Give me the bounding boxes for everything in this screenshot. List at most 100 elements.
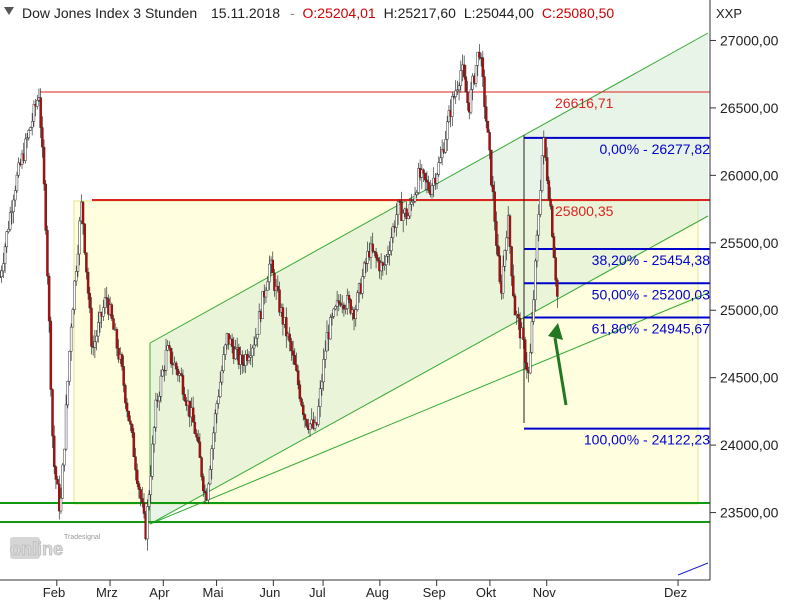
candle-body: [268, 263, 271, 283]
candle-body: [191, 407, 195, 423]
candle-body: [422, 169, 425, 174]
channel-mid-line: [149, 292, 709, 525]
candle-body: [196, 436, 200, 443]
candle-body: [401, 212, 405, 221]
fib-level-label: 61,80% - 24945,67: [592, 321, 711, 337]
candle-body: [296, 370, 300, 386]
candle-body: [132, 432, 136, 457]
x-tick-label: Sep: [423, 585, 446, 600]
candle-body: [168, 345, 171, 349]
candle-body: [0, 276, 2, 278]
candle-body: [213, 413, 217, 434]
candle-body: [202, 476, 205, 492]
candle-body: [86, 271, 90, 294]
candle-body: [93, 341, 97, 348]
candle-body: [347, 295, 351, 300]
candle-body: [218, 381, 222, 397]
candle-body: [32, 104, 36, 122]
candle-body: [342, 304, 346, 310]
candle-body: [361, 276, 364, 294]
candle-body: [124, 385, 127, 404]
candle-body: [405, 208, 408, 219]
candle-body: [125, 402, 129, 412]
candle-body: [181, 375, 185, 395]
candle-body: [486, 120, 490, 133]
candle-body: [83, 223, 86, 253]
candle-body: [17, 162, 20, 176]
candle-body: [373, 250, 376, 253]
candle-body: [64, 404, 68, 450]
candle-body: [52, 435, 56, 467]
candle-body: [198, 441, 202, 458]
candle-body: [510, 246, 513, 277]
candle-body: [484, 106, 488, 122]
candle-body: [74, 271, 78, 282]
candle-body: [528, 352, 532, 374]
candle-body: [313, 422, 317, 429]
candle-body: [445, 121, 449, 140]
header-open: O:25204,01: [303, 5, 376, 21]
candle-body: [142, 502, 146, 514]
candle-body: [525, 362, 529, 371]
candle-body: [103, 297, 107, 308]
candle-body: [544, 137, 547, 158]
fib-level-label: 38,20% - 25454,38: [592, 252, 711, 268]
candle-body: [376, 257, 380, 261]
x-tick-label: Mrz: [96, 585, 118, 600]
candle-body: [120, 354, 124, 367]
candle-body: [545, 157, 549, 181]
candle-body: [523, 339, 527, 364]
y-tick-label: 25000,00: [720, 302, 779, 318]
svg-text:Dow Jones Index 3 Stunden: Dow Jones Index 3 Stunden 15.11.2018 - O…: [22, 5, 614, 21]
candle-body: [68, 351, 71, 382]
candle-body: [291, 350, 295, 356]
candle-body: [305, 419, 308, 427]
candle-body: [384, 256, 388, 265]
candle-body: [0, 270, 3, 277]
candle-body: [395, 214, 398, 228]
candle-body: [444, 139, 447, 153]
candle-body: [137, 483, 141, 490]
candle-body: [129, 420, 132, 425]
candle-body: [203, 490, 207, 493]
candle-body: [200, 457, 203, 477]
candle-body: [134, 456, 137, 471]
channel-lower-line: [149, 215, 709, 525]
candle-body: [371, 243, 374, 252]
candle-body: [415, 192, 418, 195]
candle-body: [117, 347, 120, 360]
candle-body: [464, 76, 468, 93]
candle-body: [76, 253, 80, 272]
logo-text: online: [10, 539, 63, 559]
x-tick-label: Okt: [476, 585, 497, 600]
candle-body: [466, 91, 469, 104]
candle-body: [534, 260, 537, 301]
candle-body: [379, 262, 383, 272]
candle-body: [522, 327, 525, 340]
candle-body: [102, 307, 105, 317]
collapse-arrow-icon[interactable]: [4, 7, 14, 15]
logo-brand: Tradesignal: [64, 534, 101, 541]
candle-body: [300, 398, 303, 406]
candle-body: [539, 190, 542, 215]
candle-body: [554, 257, 557, 281]
candle-body: [295, 364, 298, 371]
candle-body: [451, 95, 454, 117]
candle-body: [540, 155, 544, 191]
candle-body: [105, 297, 108, 300]
trend-channel-fill: [150, 33, 708, 524]
candle-body: [430, 185, 434, 195]
candle-body: [383, 264, 386, 266]
y-tick-label: 25500,00: [720, 235, 779, 251]
candle-body: [318, 388, 322, 407]
candle-body: [505, 237, 508, 251]
candle-body: [386, 254, 390, 257]
candle-body: [301, 404, 305, 415]
candle-body: [157, 396, 161, 402]
candle-body: [496, 245, 500, 256]
candle-body: [183, 394, 186, 401]
candle-body: [512, 275, 515, 297]
candle-body: [293, 355, 297, 365]
trading-range-box: [73, 200, 699, 505]
